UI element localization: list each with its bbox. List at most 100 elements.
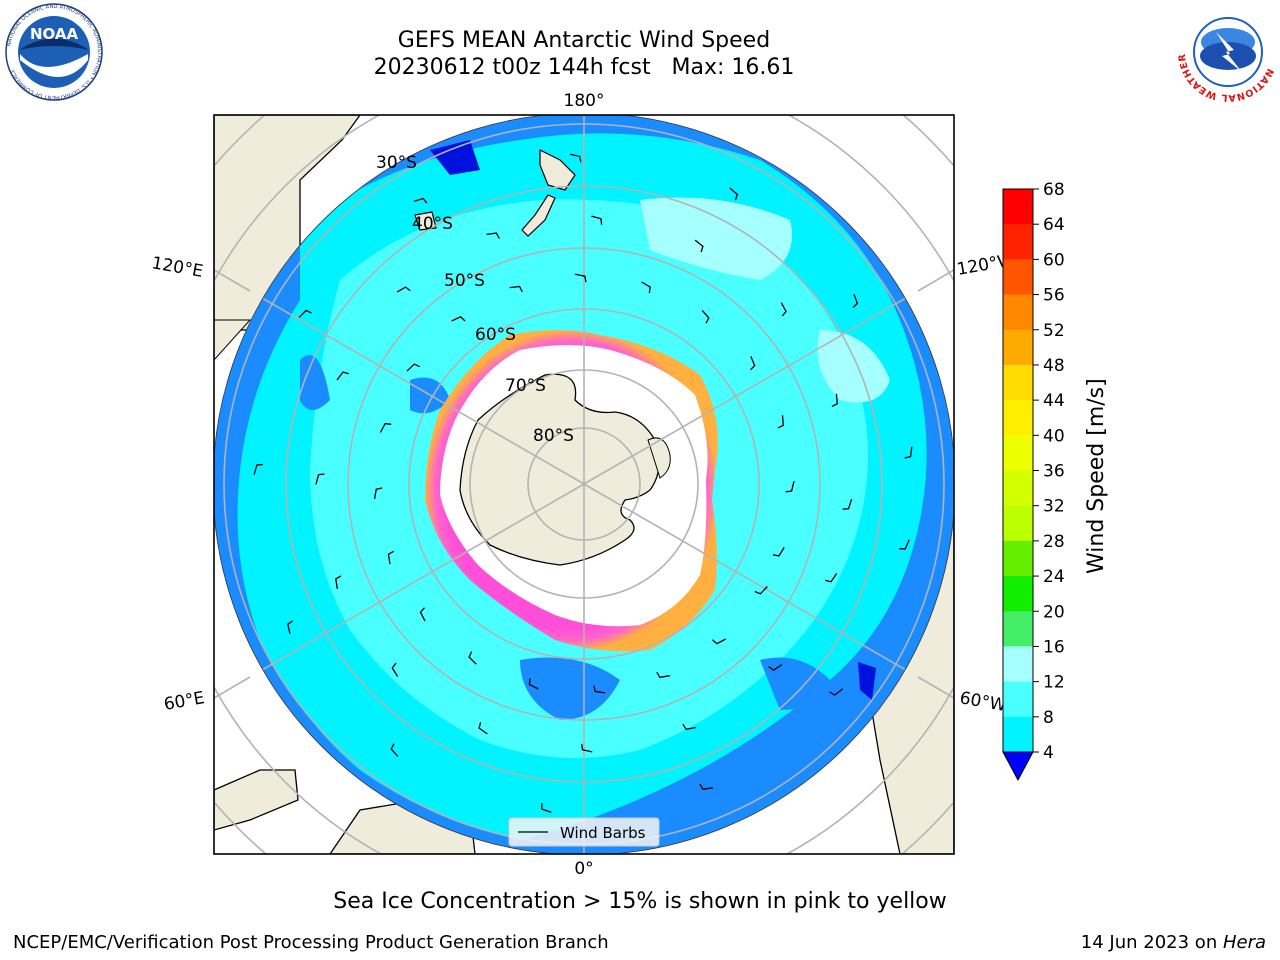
wind-barb	[749, 356, 756, 371]
wind-barb	[390, 743, 399, 757]
wind-barb	[682, 723, 697, 731]
wind-barb	[701, 858, 714, 863]
colorbar-segment	[1003, 189, 1033, 225]
wind-barb	[541, 802, 552, 814]
deep-blue-spot	[430, 140, 480, 175]
legend-label: Wind Barbs	[560, 824, 646, 842]
wind-barb	[486, 232, 500, 239]
colorbar-segment	[1003, 470, 1033, 507]
colorbar-tick-label: 12	[1043, 673, 1065, 693]
wind-barb	[396, 286, 411, 293]
lat-label-70: 70°S	[505, 376, 546, 396]
sea-ice-caption: Sea Ice Concentration > 15% is shown in …	[333, 889, 947, 914]
colorbar-extend-triangle	[1002, 751, 1034, 782]
colorbar-tick-label: 36	[1043, 462, 1065, 482]
footer-date-text: 14 Jun 2023 on	[1080, 932, 1223, 953]
wind-barb	[593, 685, 606, 694]
wind-barb	[451, 316, 466, 322]
wind-barb	[777, 415, 784, 429]
footer-credit: NCEP/EMC/Verification Post Processing Pr…	[13, 932, 609, 953]
wind-barb	[768, 664, 783, 671]
wind-barb	[184, 490, 192, 501]
wind-barb	[975, 451, 983, 462]
colorbar: 68 64 60 56 52 48 44 40 36 32 28 24 20 16 12 8 4	[1002, 180, 1065, 782]
colorbar-segment	[1003, 400, 1033, 436]
wind-barb	[976, 484, 984, 494]
wind-barb	[373, 487, 383, 500]
colorbar-tick-label: 64	[1043, 215, 1065, 235]
wind-barb	[904, 446, 913, 459]
wind-barb	[379, 422, 392, 433]
wind-barbs-legend: Wind Barbs	[508, 817, 660, 847]
wind-barb	[569, 153, 582, 163]
wind-barb	[754, 586, 768, 595]
wind-barb	[842, 499, 853, 510]
colorbar-segment	[1003, 540, 1033, 577]
colorbar-tick-label: 20	[1043, 602, 1065, 622]
colorbar-segment	[1003, 505, 1033, 542]
wind-barb	[574, 273, 587, 283]
wind-barb	[699, 783, 713, 791]
wind-barb	[641, 281, 651, 294]
wind-barb	[711, 638, 727, 645]
colorbar-segment	[1003, 329, 1033, 366]
lat-label-80: 80°S	[533, 426, 574, 446]
colorbar-label: Wind Speed [m/s]	[1084, 378, 1109, 574]
lat-label-50: 50°S	[444, 271, 485, 291]
wind-barb	[509, 285, 523, 293]
wind-barb	[315, 473, 325, 485]
wind-barb	[829, 688, 844, 696]
lat-label-60: 60°S	[475, 325, 516, 345]
colorbar-tick-label: 24	[1043, 567, 1065, 587]
wind-barb	[852, 293, 859, 308]
wind-barb	[419, 607, 426, 622]
colorbar-segment	[1003, 611, 1033, 647]
chart-title: GEFS MEAN Antarctic Wind Speed	[397, 28, 771, 53]
wind-barb	[461, 856, 470, 867]
colorbar-tick-label: 44	[1043, 391, 1065, 411]
wind-barb	[780, 302, 787, 317]
colorbar-segment	[1003, 364, 1033, 401]
colorbar-tick-label: 56	[1043, 286, 1065, 306]
colorbar-segment	[1003, 294, 1033, 331]
colorbar-segment	[1003, 435, 1033, 471]
wind-barb	[387, 550, 395, 565]
footer-machine: Hera	[1222, 932, 1266, 953]
wind-barb	[478, 722, 488, 735]
wind-barb	[682, 96, 691, 107]
wind-barb	[656, 671, 670, 679]
chart-subtitle: 20230612 t00z 144h fcst Max: 16.61	[373, 55, 795, 80]
wind-barb	[831, 393, 838, 408]
colorbar-tick-label: 4	[1043, 743, 1054, 763]
wind-barb	[253, 463, 263, 475]
lon-label-bottom: 0°	[574, 859, 593, 879]
madagascar-land	[214, 769, 299, 831]
wind-barb	[336, 371, 349, 381]
wind-barb	[468, 651, 477, 665]
wind-zone-4-8-spot-a	[520, 657, 620, 720]
wind-zone-4-8-spot-d	[300, 355, 330, 410]
colorbar-segment	[1003, 259, 1033, 296]
deep-blue-spot-2	[858, 662, 876, 700]
colorbar-tick-label: 60	[1043, 250, 1065, 270]
lon-label-upper-left: 120°E	[150, 253, 204, 282]
wind-barb	[335, 575, 342, 589]
antarctic-peninsula-land	[647, 437, 671, 479]
lon-label-top: 180°	[564, 91, 605, 111]
wind-barb	[287, 620, 294, 635]
new-zealand-land	[521, 149, 576, 237]
wind-barb	[825, 573, 838, 583]
wind-barb	[528, 678, 539, 690]
wind-barb	[413, 197, 428, 204]
lat-label-40: 40°S	[412, 214, 453, 234]
colorbar-tick-label: 8	[1043, 708, 1054, 728]
wind-barb	[729, 187, 739, 201]
wind-barb	[298, 309, 312, 319]
lon-label-lower-left: 60°E	[162, 688, 206, 715]
wind-barb	[406, 363, 420, 372]
lat-label-30: 30°S	[376, 153, 417, 173]
colorbar-segment	[1003, 716, 1033, 753]
map-frame	[213, 114, 955, 855]
colorbar-segment	[1003, 576, 1033, 612]
